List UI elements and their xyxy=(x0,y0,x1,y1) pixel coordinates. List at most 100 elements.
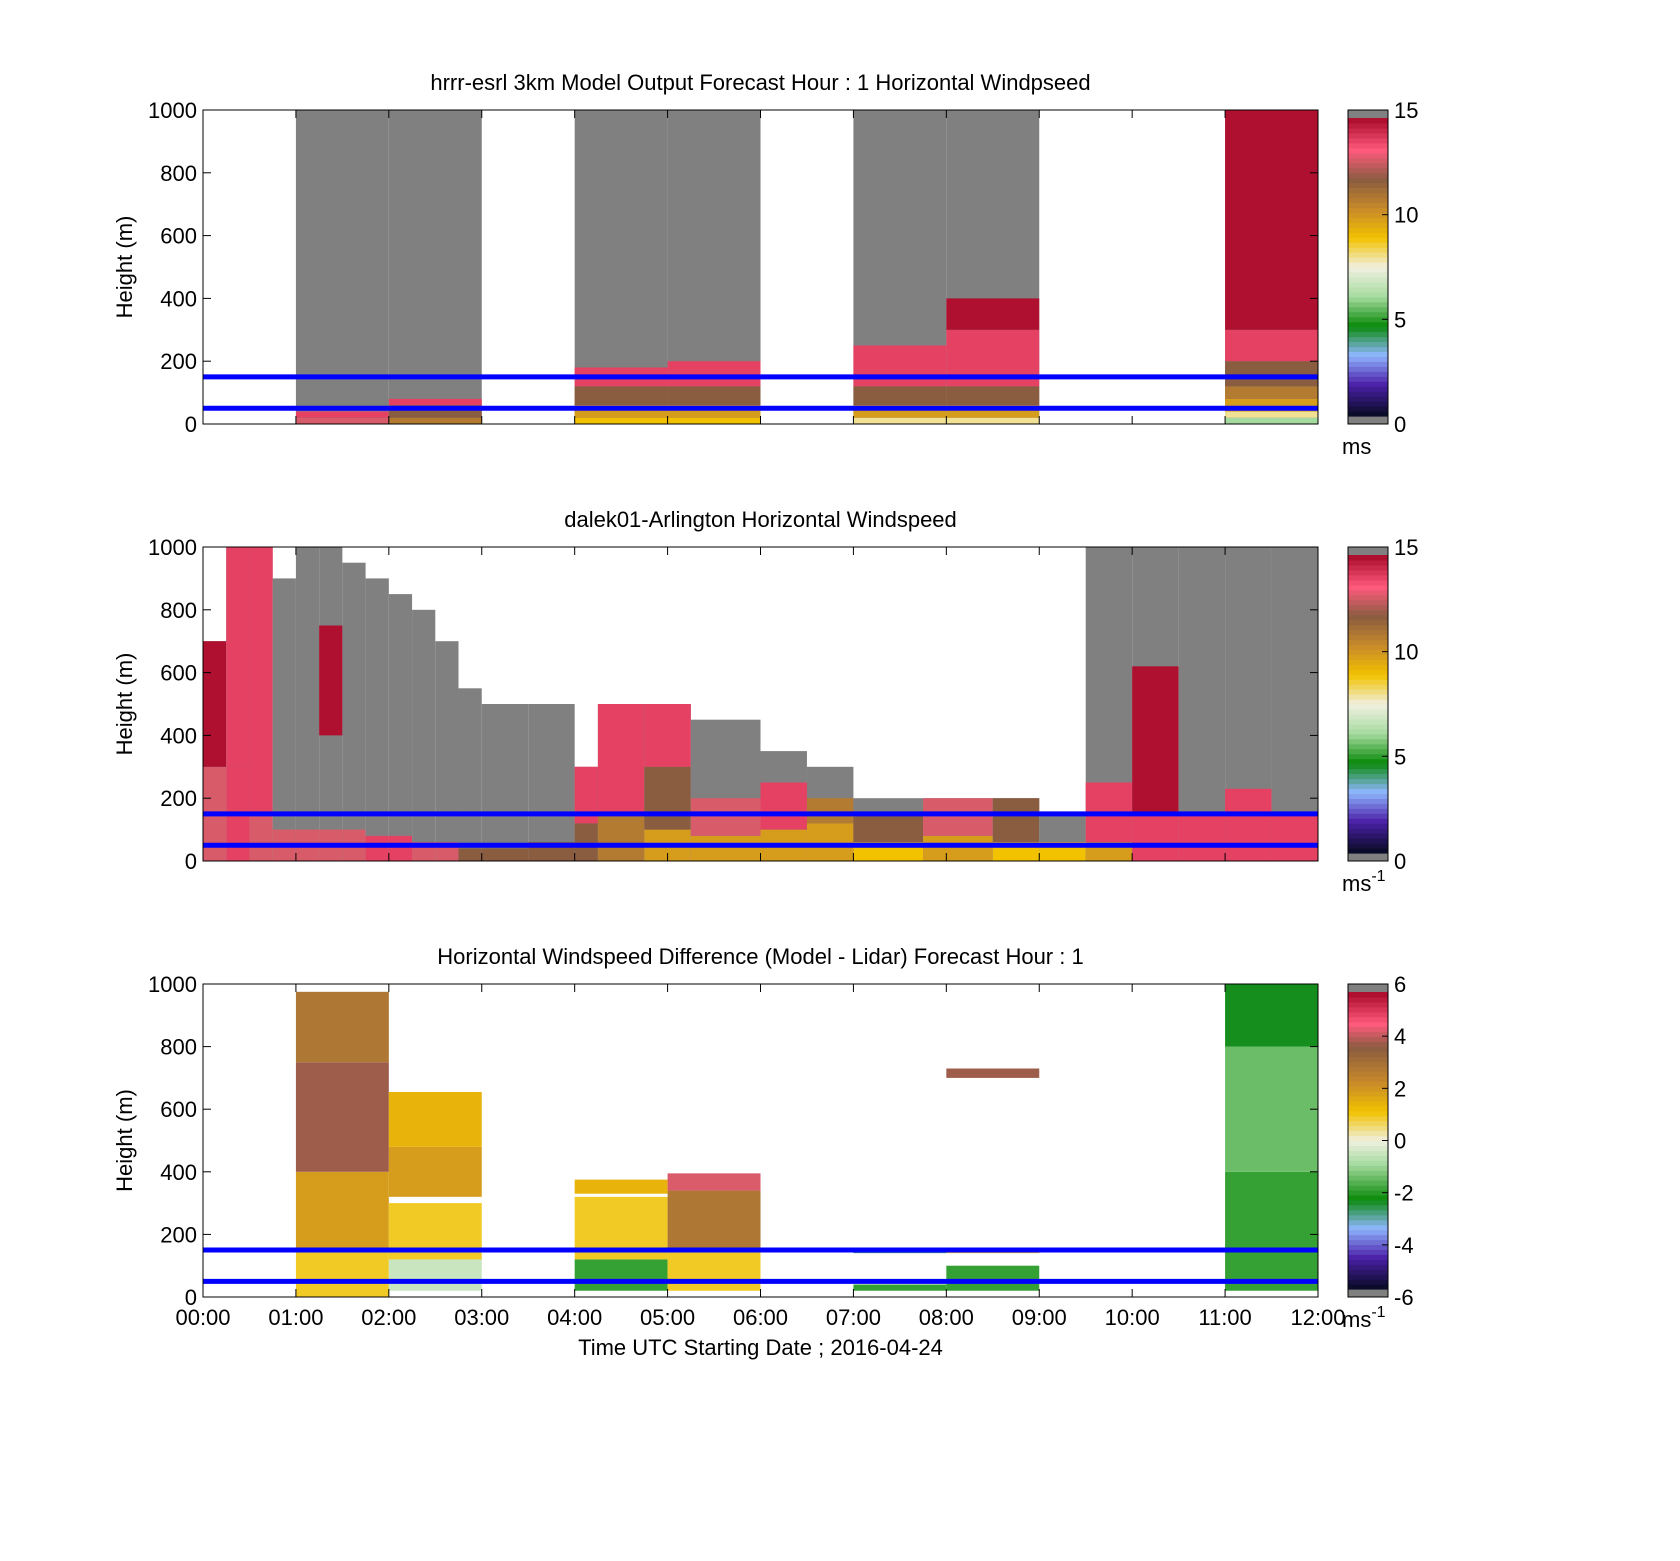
colorbar-swatch xyxy=(1348,1214,1388,1221)
colorbar-swatch xyxy=(1348,1165,1388,1171)
colorbar-swatch xyxy=(1348,291,1388,298)
colorbar-swatch xyxy=(1348,301,1388,308)
data-column xyxy=(226,547,250,861)
colorbar-unit-superscript: -1 xyxy=(1371,1304,1385,1321)
data-column xyxy=(992,798,1040,861)
y-tick-label: 0 xyxy=(185,412,197,437)
no-data-fill xyxy=(435,641,459,861)
colorbar-swatch xyxy=(1348,1284,1388,1290)
colorbar-swatch xyxy=(1348,1091,1388,1097)
colorbar-swatch xyxy=(1348,1264,1388,1270)
colorbar-swatch xyxy=(1348,996,1388,1003)
colorbar-swatch xyxy=(1348,1016,1388,1023)
colorbar-swatch xyxy=(1348,187,1388,194)
data-column xyxy=(1039,813,1086,861)
colorbar-swatch xyxy=(1348,768,1388,775)
colorbar-swatch xyxy=(1348,296,1388,303)
colorbar-swatch xyxy=(1348,1100,1388,1107)
colorbar-swatch xyxy=(1348,371,1388,377)
value-cell xyxy=(1225,110,1318,330)
value-cell xyxy=(249,547,273,814)
colorbar-frame xyxy=(1347,546,1389,862)
data-column xyxy=(295,991,389,1297)
colorbar: 0 5 10 15 ms-1 xyxy=(1342,535,1418,896)
colorbar-swatch xyxy=(1348,664,1388,670)
colorbar-swatch xyxy=(1348,147,1388,154)
value-cell xyxy=(853,386,947,406)
colorbar-swatch xyxy=(1348,1066,1388,1072)
colorbar-swatch xyxy=(1348,306,1388,313)
colorbar-tick-label: 6 xyxy=(1394,972,1406,997)
colorbar-swatch xyxy=(1348,992,1388,998)
value-cell xyxy=(853,813,924,843)
data-column xyxy=(946,1068,1040,1291)
colorbar-swatch xyxy=(1348,286,1388,293)
colorbar-tick-label: 2 xyxy=(1394,1076,1406,1101)
y-tick-label: 800 xyxy=(160,161,197,186)
colorbar-swatch xyxy=(1348,167,1388,174)
colorbar-unit-label: ms xyxy=(1342,434,1371,459)
colorbar-swatch xyxy=(1348,1021,1388,1028)
colorbar-swatch xyxy=(1348,609,1388,616)
colorbar-swatch xyxy=(1348,708,1388,715)
no-data-fill xyxy=(295,110,389,424)
colorbar-swatch xyxy=(1348,699,1388,705)
no-data-fill xyxy=(481,704,529,861)
value-cell xyxy=(295,1062,389,1172)
value-cell xyxy=(388,1146,482,1197)
panel-2: 0 200 400 600 800 1000 dalek01-Arlington Horiz… xyxy=(112,507,1418,896)
colorbar-swatch xyxy=(1348,1071,1388,1077)
colorbar-tick-label: 0 xyxy=(1394,849,1406,874)
colorbar-swatch xyxy=(1348,1229,1388,1236)
colorbar-cap xyxy=(1348,416,1388,424)
colorbar-swatch xyxy=(1348,733,1388,740)
colorbar-swatch xyxy=(1348,227,1388,233)
value-cell xyxy=(1132,666,1179,814)
value-cell xyxy=(481,848,529,861)
value-cell xyxy=(388,1091,482,1147)
colorbar-swatch xyxy=(1348,1185,1388,1191)
colorbar-swatch xyxy=(1348,396,1388,402)
colorbar-swatch xyxy=(1348,1175,1388,1181)
data-column xyxy=(272,578,296,861)
colorbar-swatch xyxy=(1348,813,1388,819)
colorbar-swatch xyxy=(1348,1155,1388,1161)
no-data-fill xyxy=(272,578,296,861)
colorbar-swatch xyxy=(1348,122,1388,129)
y-tick-label: 200 xyxy=(160,349,197,374)
value-cell xyxy=(574,823,598,861)
value-cell xyxy=(597,813,645,861)
value-cell xyxy=(1225,329,1318,362)
value-cell xyxy=(1225,417,1318,424)
data-column xyxy=(412,609,436,861)
x-tick-label: 06:00 xyxy=(733,1305,788,1330)
colorbar-unit-label: ms-1 xyxy=(1342,1304,1386,1332)
colorbar-swatch xyxy=(1348,728,1388,735)
colorbar-swatch xyxy=(1348,157,1388,164)
colorbar-swatch xyxy=(1348,1086,1388,1092)
colorbar-swatch xyxy=(1348,584,1388,591)
colorbar-swatch xyxy=(1348,207,1388,213)
colorbar-swatch xyxy=(1348,644,1388,650)
colorbar-swatch xyxy=(1348,281,1388,288)
y-tick-label: 800 xyxy=(160,1035,197,1060)
colorbar-swatch xyxy=(1348,723,1388,730)
colorbar-swatch xyxy=(1348,1145,1388,1151)
colorbar-swatch xyxy=(1348,1224,1388,1231)
value-cell xyxy=(574,1179,668,1194)
colorbar-tick-label: 4 xyxy=(1394,1024,1406,1049)
x-tick-label: 11:00 xyxy=(1198,1305,1251,1330)
value-cell xyxy=(667,361,761,387)
y-axis-label: Height (m) xyxy=(112,653,137,756)
colorbar-swatch xyxy=(1348,336,1388,343)
no-data-fill xyxy=(388,594,413,861)
data-column xyxy=(923,798,993,861)
colorbar-swatch xyxy=(1348,351,1388,357)
colorbar-tick-label: 15 xyxy=(1394,535,1418,560)
value-cell xyxy=(226,547,250,767)
x-tick-label: 05:00 xyxy=(640,1305,695,1330)
colorbar-swatch xyxy=(1348,152,1388,159)
colorbar-swatch xyxy=(1348,1140,1388,1147)
y-tick-label: 1000 xyxy=(148,535,197,560)
chart-title: dalek01-Arlington Horizontal Windspeed xyxy=(564,507,957,532)
